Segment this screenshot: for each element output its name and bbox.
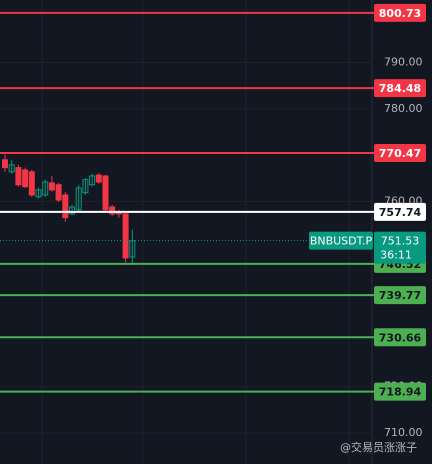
price-line-tag <box>374 202 426 221</box>
price-line-label: 784.48 <box>379 82 421 95</box>
candle-body <box>122 213 129 259</box>
candle-body <box>8 164 15 173</box>
candle-body <box>69 206 75 215</box>
y-tick-label: 790.00 <box>384 56 423 69</box>
price-line-tag <box>374 79 426 98</box>
candle-body <box>75 187 82 211</box>
price-line-tag <box>374 143 426 162</box>
candle-body <box>95 174 102 183</box>
candle-body <box>48 182 55 191</box>
candle-body <box>42 181 49 196</box>
price-line-label: 757.74 <box>379 206 422 219</box>
candle-body <box>2 159 8 169</box>
candle-body <box>22 169 29 188</box>
symbol-label: BNBUSDT.P <box>310 235 373 248</box>
price-line-label: 800.73 <box>379 7 421 20</box>
candle-body <box>102 175 109 211</box>
y-tick-label: 780.00 <box>384 102 423 115</box>
watermark: @交易员涨涨子 <box>340 440 417 454</box>
price-line-tag <box>374 382 426 401</box>
y-tick-label: 710.00 <box>384 426 423 439</box>
candle-body <box>55 184 62 201</box>
candle-body <box>89 175 96 186</box>
price-line-label: 730.66 <box>379 331 422 344</box>
candle-body <box>109 206 116 215</box>
candle-body <box>28 171 35 196</box>
candle-body <box>62 194 69 219</box>
price-line-tag <box>374 328 426 347</box>
price-line-tag <box>374 286 426 305</box>
symbol-tag <box>309 231 373 250</box>
last-price-label: 751.53 <box>381 235 420 248</box>
candle-body <box>82 179 89 194</box>
countdown-label: 36:11 <box>380 249 412 262</box>
price-line-label: 739.77 <box>379 289 421 302</box>
price-line-label: 770.47 <box>379 147 421 160</box>
last-price-tag <box>374 231 426 264</box>
candle-body <box>35 189 42 198</box>
candle-body <box>15 167 22 186</box>
price-line-tag <box>374 3 426 22</box>
price-line-label: 718.94 <box>379 386 422 399</box>
